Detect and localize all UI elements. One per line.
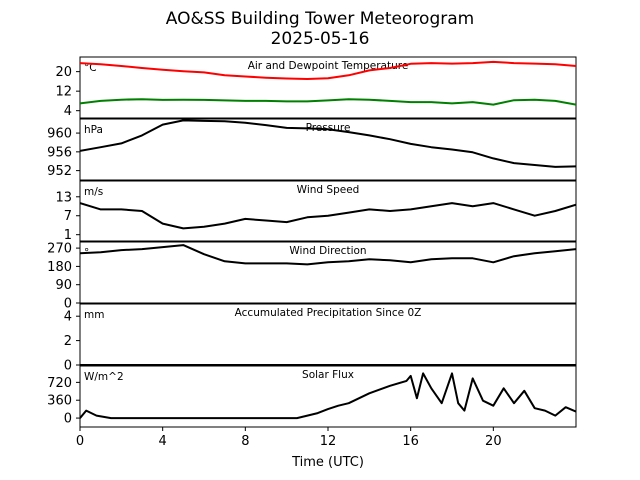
precipitation-unit-label: mm: [84, 309, 104, 321]
solar-flux-ytick-label: 360: [47, 394, 72, 409]
temperature-title: Air and Dewpoint Temperature: [248, 60, 409, 72]
wind-speed-ytick-label: 1: [64, 228, 72, 243]
xtick-label: 0: [76, 434, 84, 449]
precipitation-ytick-label: 0: [64, 359, 72, 374]
temperature-series-line-0: [80, 60, 576, 80]
precipitation-ytick-label: 2: [64, 334, 72, 349]
pressure-series-line-0: [80, 119, 576, 168]
wind-speed-title: Wind Speed: [297, 184, 360, 196]
solar-flux-ytick-label: 720: [47, 376, 72, 391]
pressure-unit-label: hPa: [84, 124, 103, 136]
precipitation-title: Accumulated Precipitation Since 0Z: [235, 307, 422, 319]
temperature-ytick-label: 4: [64, 104, 72, 119]
wind-speed-unit-label: m/s: [84, 186, 103, 198]
xtick-label: 20: [485, 434, 502, 449]
wind-direction-ytick-label: 180: [47, 260, 72, 275]
temperature-ytick-label: 12: [55, 85, 72, 100]
x-axis: 0 4 8 12 16 20: [76, 427, 502, 449]
temperature-panel: Air and Dewpoint Temperature °C 4 12 20: [55, 56, 577, 119]
wind-direction-frame: [79, 241, 577, 304]
temperature-ytick-label: 20: [55, 65, 72, 80]
figure-date: 2025-05-16: [271, 29, 370, 49]
xtick-label: 8: [241, 434, 249, 449]
pressure-ytick-label: 960: [47, 127, 72, 142]
solar-flux-title: Solar Flux: [302, 369, 354, 381]
pressure-ytick-label: 956: [47, 145, 72, 160]
solar-flux-series-line-0: [80, 372, 576, 420]
wind-direction-series-line-0: [80, 244, 576, 266]
wind-speed-ytick-label: 7: [64, 209, 72, 224]
panels-group: Air and Dewpoint Temperature°C41220Press…: [47, 56, 577, 428]
wind-speed-frame: [79, 180, 577, 242]
pressure-ytick-label: 952: [47, 164, 72, 179]
precipitation-ytick-label: 4: [64, 310, 72, 325]
solar-flux-panel: Solar Flux W/m^2 0 360 720: [47, 365, 577, 428]
wind-direction-ytick-label: 0: [64, 297, 72, 312]
temperature-series-line-1: [80, 98, 576, 106]
solar-flux-unit-label: W/m^2: [84, 371, 124, 383]
xtick-label: 4: [159, 434, 167, 449]
x-axis-label: Time (UTC): [291, 455, 364, 470]
wind-speed-panel: Wind Speed m/s 1 7 13: [55, 180, 577, 243]
wind-speed-ytick-label: 13: [55, 190, 72, 205]
xtick-label: 12: [320, 434, 337, 449]
wind-direction-title: Wind Direction: [289, 245, 366, 257]
pressure-frame: [79, 118, 577, 181]
solar-flux-ytick-label: 0: [64, 412, 72, 427]
temperature-unit-label: °C: [84, 62, 97, 74]
wind-direction-ytick-label: 90: [55, 278, 72, 293]
figure-title: AO&SS Building Tower Meteorogram: [166, 9, 474, 29]
xtick-label: 16: [402, 434, 419, 449]
precipitation-panel: Accumulated Precipitation Since 0Z mm 0 2 4: [64, 303, 577, 374]
temperature-frame: [79, 56, 577, 119]
wind-speed-series-line-0: [80, 202, 576, 230]
wind-direction-ytick-label: 270: [47, 242, 72, 257]
